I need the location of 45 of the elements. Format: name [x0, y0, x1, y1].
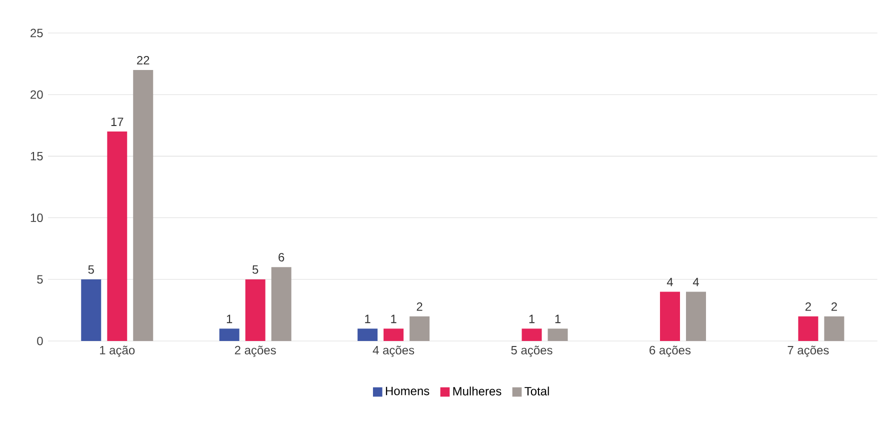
bar — [219, 328, 240, 341]
data-label: 2 — [416, 302, 422, 311]
data-label: 4 — [692, 278, 699, 286]
legend-label: Total — [524, 386, 549, 396]
bar — [824, 316, 844, 341]
y-tick-label: 5 — [37, 275, 43, 284]
y-tick-label: 0 — [37, 336, 43, 346]
bar — [245, 279, 266, 341]
bar — [107, 132, 128, 341]
data-label: 1 — [391, 314, 396, 324]
data-label: 2 — [831, 302, 837, 311]
legend-label: Homens — [386, 386, 430, 396]
x-tick-label: 2 ações — [234, 346, 276, 357]
x-tick-label: 6 ações — [650, 346, 691, 357]
data-label: 1 — [226, 314, 232, 324]
bar — [384, 328, 404, 341]
legend-label: Mulheres — [453, 386, 502, 396]
bar — [410, 316, 430, 341]
bar — [133, 70, 154, 341]
data-label: 4 — [666, 278, 673, 286]
y-tick-label: 25 — [30, 28, 43, 38]
data-label: 1 — [555, 314, 561, 324]
x-tick-label: 1 ação — [100, 346, 135, 357]
data-label: 5 — [88, 265, 94, 274]
bar — [548, 328, 568, 341]
y-tick-label: 10 — [30, 214, 43, 222]
y-tick-label: 20 — [30, 90, 43, 99]
data-label: 5 — [252, 265, 258, 274]
bar — [81, 279, 102, 341]
y-tick-label: 15 — [30, 152, 43, 160]
x-tick-label: 4 ações — [372, 346, 414, 357]
bar — [522, 328, 542, 341]
bar — [271, 267, 292, 341]
data-label: 1 — [529, 314, 535, 324]
x-tick-label: 5 ações — [511, 346, 552, 357]
data-label: 17 — [111, 118, 124, 126]
bar — [660, 292, 680, 341]
bar — [358, 328, 378, 341]
data-label: 6 — [278, 252, 284, 262]
data-label: 2 — [805, 302, 811, 311]
data-label: 1 — [365, 314, 370, 324]
bar — [686, 292, 706, 341]
data-label: 22 — [137, 56, 150, 64]
x-tick-label: 7 ações — [788, 346, 829, 357]
bar — [798, 316, 818, 341]
